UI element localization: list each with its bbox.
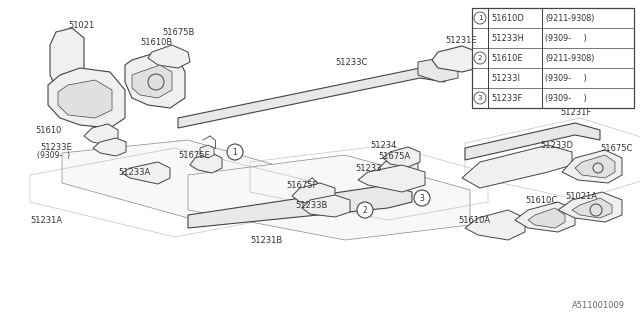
Polygon shape — [188, 155, 470, 240]
Polygon shape — [562, 150, 622, 183]
Text: 51233: 51233 — [355, 164, 381, 172]
Polygon shape — [48, 68, 125, 128]
Text: 51675B: 51675B — [162, 28, 195, 36]
Polygon shape — [465, 123, 600, 160]
Polygon shape — [125, 52, 185, 108]
Text: 51233E: 51233E — [40, 142, 72, 151]
Polygon shape — [148, 45, 190, 68]
Text: 51610C: 51610C — [525, 196, 557, 204]
Circle shape — [593, 163, 603, 173]
Circle shape — [474, 52, 486, 64]
Text: 51234: 51234 — [370, 140, 396, 149]
Text: 2: 2 — [478, 55, 482, 61]
Circle shape — [590, 204, 602, 216]
Text: 51021: 51021 — [68, 20, 94, 29]
Circle shape — [414, 190, 430, 206]
Circle shape — [148, 74, 164, 90]
Text: 51610: 51610 — [35, 125, 61, 134]
Polygon shape — [190, 153, 222, 173]
Text: (9309-  ): (9309- ) — [37, 150, 70, 159]
Text: (9309-     ): (9309- ) — [545, 34, 587, 43]
Text: 51021A: 51021A — [565, 191, 597, 201]
Text: 51233F: 51233F — [491, 93, 522, 102]
Polygon shape — [132, 65, 172, 98]
Text: 51231A: 51231A — [30, 215, 62, 225]
Polygon shape — [572, 198, 612, 218]
Text: 51610E: 51610E — [491, 53, 523, 62]
Polygon shape — [378, 157, 418, 178]
Polygon shape — [302, 195, 350, 217]
Polygon shape — [462, 145, 572, 188]
Circle shape — [474, 92, 486, 104]
Polygon shape — [84, 124, 118, 145]
Text: 51675E: 51675E — [178, 150, 210, 159]
Text: 51233A: 51233A — [118, 167, 150, 177]
Text: 51233I: 51233I — [491, 74, 520, 83]
Text: (9309-     ): (9309- ) — [545, 74, 587, 83]
Polygon shape — [188, 185, 412, 228]
Polygon shape — [200, 145, 214, 158]
Text: 51675A: 51675A — [378, 151, 410, 161]
Text: 51233D: 51233D — [540, 140, 573, 149]
Text: (9211-9308): (9211-9308) — [545, 13, 595, 22]
Text: 1: 1 — [477, 15, 483, 21]
FancyBboxPatch shape — [472, 8, 634, 108]
Polygon shape — [465, 210, 525, 240]
Text: 51233C: 51233C — [335, 58, 367, 67]
Polygon shape — [50, 28, 84, 95]
Text: 3: 3 — [477, 95, 483, 101]
Text: 51675F: 51675F — [286, 180, 317, 189]
Polygon shape — [358, 165, 425, 192]
Polygon shape — [122, 162, 170, 184]
Polygon shape — [558, 192, 622, 222]
Polygon shape — [292, 183, 335, 205]
Polygon shape — [432, 46, 482, 72]
Polygon shape — [93, 138, 126, 156]
Polygon shape — [418, 58, 458, 82]
Text: 51231B: 51231B — [250, 236, 282, 244]
Text: 51610A: 51610A — [458, 215, 490, 225]
Text: 51610D: 51610D — [491, 13, 524, 22]
Polygon shape — [528, 208, 565, 228]
Text: 51675C: 51675C — [600, 143, 632, 153]
Text: A511001009: A511001009 — [572, 301, 625, 310]
Circle shape — [357, 202, 373, 218]
Text: 51231E: 51231E — [445, 36, 477, 44]
Text: 51231F: 51231F — [560, 108, 591, 116]
Text: 3: 3 — [420, 194, 424, 203]
Text: 51233B: 51233B — [295, 201, 328, 210]
Polygon shape — [62, 140, 310, 218]
Circle shape — [474, 12, 486, 24]
Text: (9211-9308): (9211-9308) — [545, 53, 595, 62]
Text: 1: 1 — [232, 148, 237, 156]
Text: 51610B: 51610B — [140, 37, 172, 46]
Text: (9309-     ): (9309- ) — [545, 93, 587, 102]
Circle shape — [227, 144, 243, 160]
Text: 51233H: 51233H — [491, 34, 524, 43]
Text: 2: 2 — [363, 205, 367, 214]
Polygon shape — [178, 68, 445, 128]
Polygon shape — [383, 147, 420, 167]
Polygon shape — [515, 202, 575, 232]
Polygon shape — [575, 155, 615, 178]
Polygon shape — [58, 80, 112, 118]
